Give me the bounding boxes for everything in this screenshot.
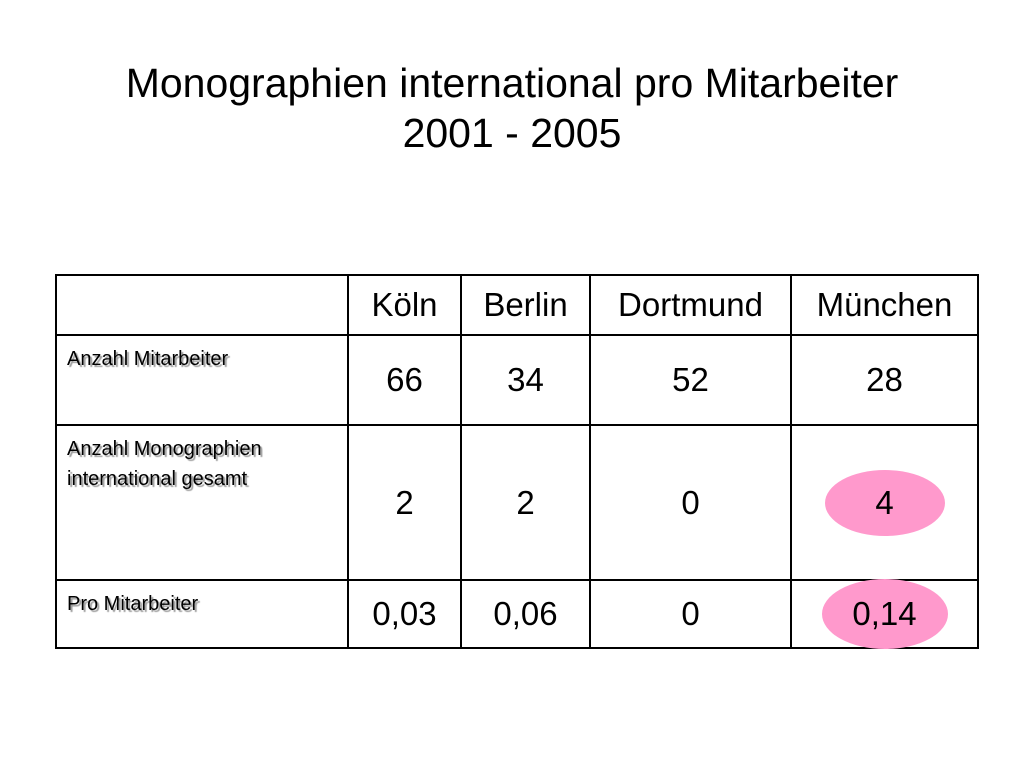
cell-value: 4 (875, 483, 894, 521)
cell-value: 66 (386, 361, 423, 398)
table-cell: 0 (589, 424, 792, 581)
highlight-ellipse (821, 579, 948, 649)
title-line-1: Monographien international pro Mitarbeit… (125, 60, 899, 106)
highlight-ellipse (824, 469, 945, 536)
table-cell: 0 (589, 579, 792, 649)
table-cell: 2 (347, 424, 462, 581)
cell-value: 0,14 (852, 595, 917, 632)
data-table: Köln Berlin Dortmund München Anzahl Mita… (55, 274, 979, 649)
table-cell: 52 (589, 334, 792, 426)
table-cell: 0,06 (460, 579, 591, 649)
cell-value: 2 (395, 483, 414, 521)
cell-value: 0 (681, 595, 700, 632)
cell-value: 34 (507, 361, 544, 398)
table-cell: 34 (460, 334, 591, 426)
header-empty-cell (55, 274, 349, 336)
table-cell: 2 (460, 424, 591, 581)
column-header-koeln: Köln (347, 274, 462, 336)
table-cell: 66 (347, 334, 462, 426)
cell-value: 52 (672, 361, 709, 398)
column-header-berlin: Berlin (460, 274, 591, 336)
table-cell: 0,03 (347, 579, 462, 649)
table-cell: 4 (790, 424, 979, 581)
slide-title: Monographien international pro Mitarbeit… (0, 58, 1024, 158)
row-label: Anzahl Mitarbeiter (55, 334, 349, 426)
title-line-2: 2001 - 2005 (402, 110, 622, 156)
cell-value: 0 (681, 483, 700, 521)
column-header-muenchen: München (790, 274, 979, 336)
table-row: Anzahl Mitarbeiter 66 34 52 28 (55, 334, 979, 426)
cell-value: 2 (516, 483, 535, 521)
table-header-row: Köln Berlin Dortmund München (55, 274, 979, 336)
row-label: Pro Mitarbeiter (55, 579, 349, 649)
table-row: Pro Mitarbeiter 0,03 0,06 0 0,14 (55, 579, 979, 649)
cell-value: 0,03 (372, 595, 437, 632)
column-header-dortmund: Dortmund (589, 274, 792, 336)
cell-value: 28 (866, 361, 903, 398)
table-row: Anzahl Monographien international gesamt… (55, 424, 979, 581)
table-cell: 28 (790, 334, 979, 426)
row-label: Anzahl Monographien international gesamt (55, 424, 349, 581)
cell-value: 0,06 (493, 595, 558, 632)
table-cell: 0,14 (790, 579, 979, 649)
